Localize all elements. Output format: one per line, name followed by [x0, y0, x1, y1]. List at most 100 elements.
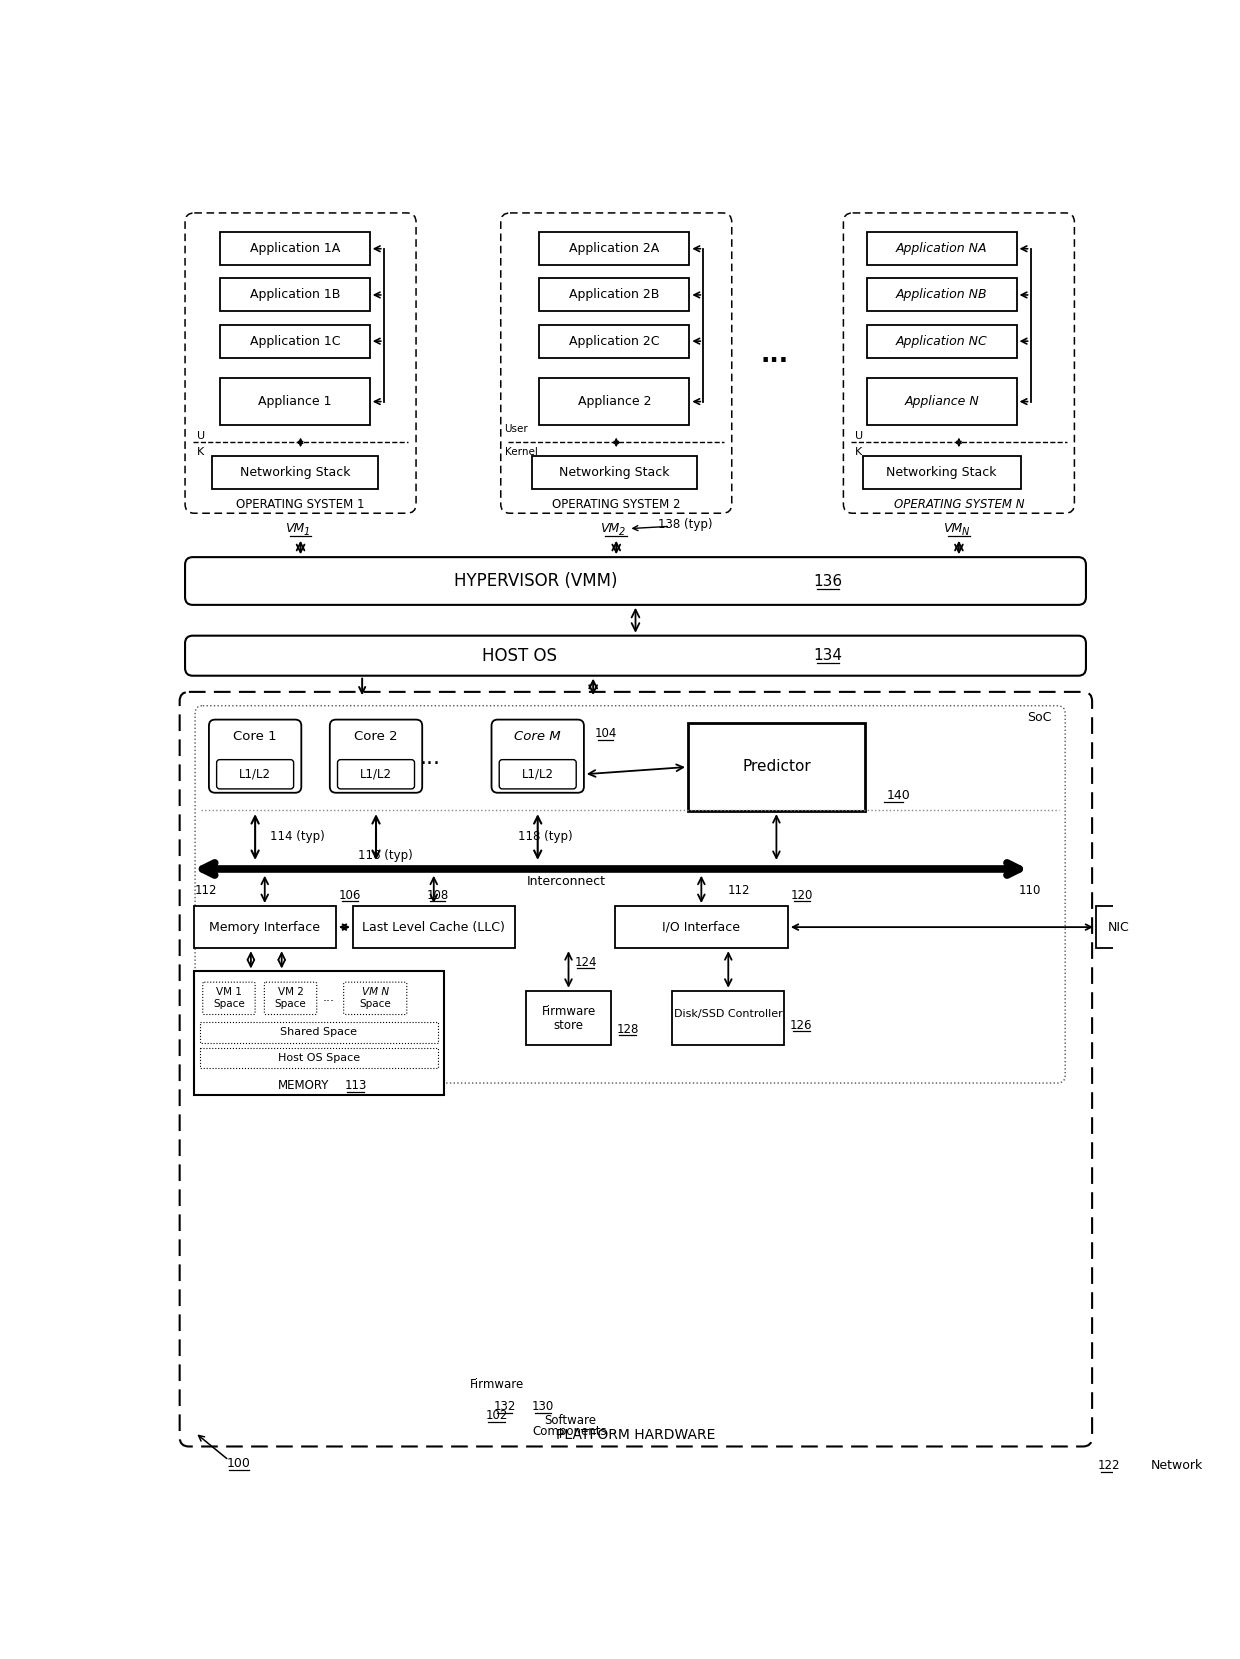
- Bar: [539, 232, 689, 265]
- Text: 128: 128: [616, 1022, 639, 1035]
- Text: Networking Stack: Networking Stack: [239, 466, 350, 479]
- Text: Network: Network: [1151, 1460, 1203, 1472]
- Text: Software: Software: [544, 1413, 596, 1427]
- FancyBboxPatch shape: [217, 760, 294, 790]
- Text: U: U: [197, 431, 205, 441]
- FancyBboxPatch shape: [203, 982, 255, 1015]
- Text: 116 (typ): 116 (typ): [358, 849, 413, 863]
- Text: ...: ...: [322, 990, 335, 1004]
- Text: VM N: VM N: [362, 987, 389, 997]
- FancyBboxPatch shape: [264, 982, 316, 1015]
- Text: Last Level Cache (LLC): Last Level Cache (LLC): [362, 921, 505, 934]
- Text: Application 2C: Application 2C: [569, 335, 660, 348]
- Text: OPERATING SYSTEM 2: OPERATING SYSTEM 2: [552, 498, 681, 511]
- Text: Disk/SSD Controller: Disk/SSD Controller: [673, 1009, 782, 1019]
- Text: HYPERVISOR (VMM): HYPERVISOR (VMM): [454, 572, 618, 591]
- Bar: [867, 232, 1017, 265]
- Bar: [688, 723, 866, 811]
- Text: Application 1C: Application 1C: [249, 335, 340, 348]
- Text: 104: 104: [594, 727, 616, 740]
- Text: 102: 102: [486, 1408, 508, 1422]
- Text: U: U: [854, 431, 863, 441]
- Text: 114 (typ): 114 (typ): [270, 830, 325, 843]
- Bar: [193, 972, 444, 1095]
- Text: MEMORY: MEMORY: [278, 1078, 329, 1092]
- Text: Space: Space: [213, 999, 244, 1009]
- Bar: [539, 279, 689, 312]
- Text: NIC: NIC: [1107, 921, 1130, 934]
- Text: 132: 132: [494, 1400, 516, 1413]
- FancyBboxPatch shape: [501, 212, 732, 513]
- Text: 136: 136: [813, 574, 842, 589]
- Text: 112: 112: [195, 884, 217, 898]
- Text: Networking Stack: Networking Stack: [559, 466, 670, 479]
- Text: L1/L2: L1/L2: [522, 768, 554, 781]
- Bar: [219, 279, 370, 312]
- Text: Application 1B: Application 1B: [249, 289, 340, 302]
- Text: SoC: SoC: [1027, 710, 1052, 723]
- Text: I/O Interface: I/O Interface: [662, 921, 740, 934]
- Text: Appliance 2: Appliance 2: [578, 395, 651, 408]
- Text: Application NA: Application NA: [895, 242, 987, 255]
- Bar: [526, 990, 611, 1045]
- Text: Core 2: Core 2: [355, 730, 398, 743]
- Text: Core M: Core M: [515, 730, 560, 743]
- Text: Space: Space: [360, 999, 391, 1009]
- Text: Firmware: Firmware: [542, 1005, 595, 1019]
- Text: 130: 130: [532, 1400, 554, 1413]
- Bar: [867, 378, 1017, 425]
- Bar: [353, 906, 515, 949]
- Text: Application NC: Application NC: [895, 335, 987, 348]
- Text: ...: ...: [760, 343, 789, 367]
- Text: 2: 2: [619, 526, 625, 538]
- FancyBboxPatch shape: [208, 720, 301, 793]
- Text: Predictor: Predictor: [742, 760, 811, 775]
- Text: L1/L2: L1/L2: [239, 768, 272, 781]
- Text: HOST OS: HOST OS: [482, 647, 558, 665]
- Text: Components: Components: [533, 1425, 608, 1438]
- Text: Interconnect: Interconnect: [527, 874, 605, 888]
- Text: N: N: [961, 526, 968, 538]
- FancyBboxPatch shape: [195, 705, 1065, 1083]
- Text: 126: 126: [790, 1019, 812, 1032]
- FancyBboxPatch shape: [330, 720, 422, 793]
- Bar: [1096, 906, 1141, 949]
- Bar: [867, 325, 1017, 358]
- Text: Application 1A: Application 1A: [249, 242, 340, 255]
- Bar: [615, 906, 787, 949]
- Text: VM: VM: [285, 523, 304, 536]
- Text: 108: 108: [427, 889, 449, 901]
- Bar: [539, 325, 689, 358]
- Text: store: store: [553, 1019, 584, 1032]
- Text: 134: 134: [813, 649, 842, 664]
- FancyBboxPatch shape: [843, 212, 1074, 513]
- FancyBboxPatch shape: [491, 720, 584, 793]
- Bar: [539, 378, 689, 425]
- Text: 122: 122: [1097, 1460, 1120, 1472]
- Text: Appliance 1: Appliance 1: [258, 395, 331, 408]
- Text: Application 2A: Application 2A: [569, 242, 660, 255]
- Bar: [219, 325, 370, 358]
- Bar: [193, 906, 336, 949]
- Bar: [532, 456, 697, 489]
- Bar: [219, 378, 370, 425]
- Text: OPERATING SYSTEM N: OPERATING SYSTEM N: [894, 498, 1024, 511]
- Text: VM 1: VM 1: [216, 987, 242, 997]
- Text: Host OS Space: Host OS Space: [278, 1052, 360, 1063]
- Text: L1/L2: L1/L2: [360, 768, 392, 781]
- Text: 120: 120: [791, 889, 813, 901]
- Text: 100: 100: [227, 1457, 250, 1470]
- Text: 124: 124: [574, 956, 596, 969]
- Text: 140: 140: [887, 790, 910, 803]
- Bar: [863, 456, 1021, 489]
- Text: OPERATING SYSTEM 1: OPERATING SYSTEM 1: [237, 498, 365, 511]
- Text: Application 2B: Application 2B: [569, 289, 660, 302]
- Text: Application NB: Application NB: [895, 289, 987, 302]
- Bar: [867, 279, 1017, 312]
- Text: VM 2: VM 2: [278, 987, 304, 997]
- FancyBboxPatch shape: [337, 760, 414, 790]
- Text: K: K: [854, 446, 862, 456]
- Text: 118 (typ): 118 (typ): [518, 830, 573, 843]
- Text: K: K: [197, 446, 203, 456]
- Text: ...: ...: [419, 748, 440, 768]
